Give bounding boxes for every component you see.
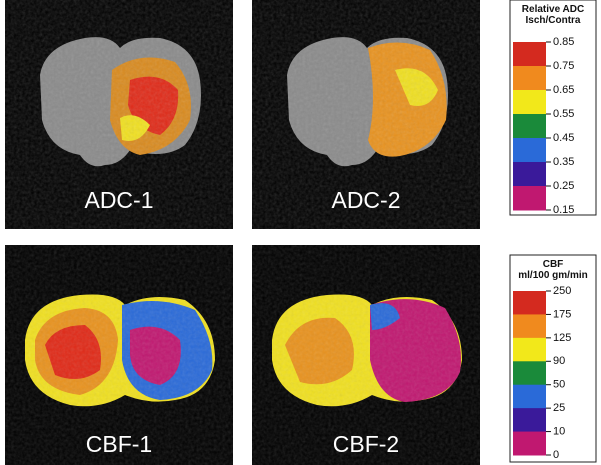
colorbar-band xyxy=(513,186,546,211)
colorbar-tick-label: 10 xyxy=(553,425,565,437)
colorbar-title: CBF xyxy=(543,259,564,270)
colorbar-title: Isch/Contra xyxy=(525,15,580,26)
colorbar-band xyxy=(513,138,546,163)
colorbar-band xyxy=(513,90,546,115)
colorbar-band xyxy=(513,42,546,67)
colorbar-title: ml/100 gm/min xyxy=(518,270,587,281)
panel-cbf-2: CBF-2 xyxy=(252,245,480,465)
colorbar-tick-label: 175 xyxy=(553,308,571,320)
panel-label: CBF-1 xyxy=(86,431,152,457)
colorbar-tick-label: 0.15 xyxy=(553,204,574,216)
panel-cbf-1: CBF-1 xyxy=(5,245,233,465)
colorbar-tick-label: 0.55 xyxy=(553,108,574,120)
colorbar-band xyxy=(513,408,546,433)
colorbar-band xyxy=(513,431,546,456)
colorbar-band xyxy=(513,291,546,315)
colorbar-tick-label: 0.85 xyxy=(553,36,574,48)
panel-adc-1: ADC-1 xyxy=(5,0,233,229)
panel-label: CBF-2 xyxy=(333,431,399,457)
colorbar-band xyxy=(513,384,546,409)
colorbar-band xyxy=(513,66,546,91)
colorbar-tick-label: 0.35 xyxy=(553,156,574,168)
panel-label: ADC-2 xyxy=(331,187,400,213)
panel-adc-2: ADC-2 xyxy=(252,0,480,229)
colorbar-tick-label: 250 xyxy=(553,285,571,297)
colorbar-band xyxy=(513,114,546,139)
colorbar-band xyxy=(513,337,546,362)
colorbar-tick-label: 0.75 xyxy=(553,60,574,72)
colorbar-tick-label: 50 xyxy=(553,379,565,391)
colorbar-tick-label: 0.65 xyxy=(553,84,574,96)
colorbar-tick-label: 0.25 xyxy=(553,180,574,192)
colorbar-tick-label: 25 xyxy=(553,402,565,414)
colorbar-band xyxy=(513,162,546,187)
colorbar-tick-label: 90 xyxy=(553,355,565,367)
colorbar-band xyxy=(513,361,546,386)
panel-label: ADC-1 xyxy=(84,187,153,213)
colorbar-tick-label: 0.45 xyxy=(553,132,574,144)
colorbar-band xyxy=(513,314,546,339)
colorbar-tick-label: 0 xyxy=(553,449,559,461)
colorbar-tick-label: 125 xyxy=(553,332,571,344)
colorbar-title: Relative ADC xyxy=(522,4,584,15)
